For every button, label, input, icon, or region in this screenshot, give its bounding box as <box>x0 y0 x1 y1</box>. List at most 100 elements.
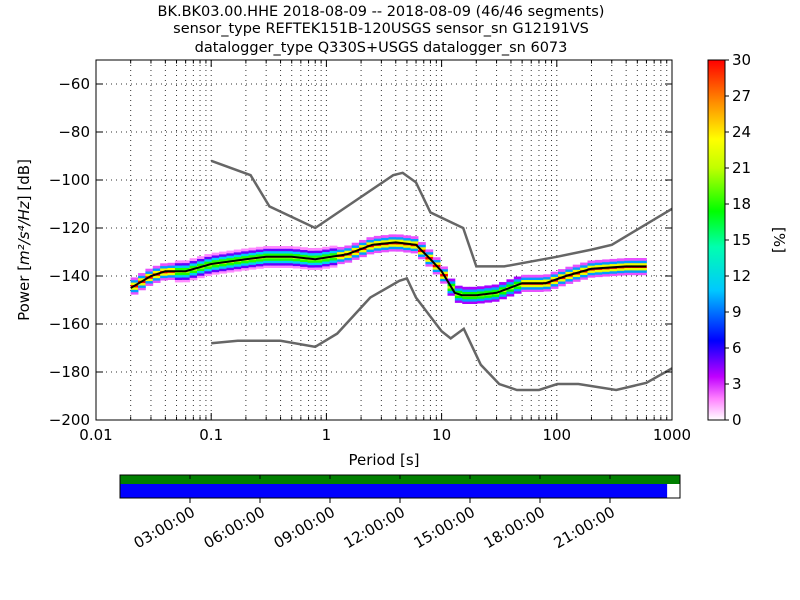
density-cell <box>432 266 441 270</box>
density-cell <box>587 265 596 269</box>
density-cell <box>336 249 345 253</box>
density-cell <box>285 258 294 261</box>
mode-line <box>130 241 647 297</box>
density-cell <box>322 246 331 250</box>
density-cell <box>491 289 500 293</box>
density-cell <box>189 275 198 278</box>
density-cell <box>174 279 183 283</box>
density-cell <box>476 288 485 292</box>
density-cell <box>204 258 213 262</box>
density-cell <box>167 277 176 280</box>
density-cell <box>594 264 603 268</box>
density-cell <box>440 278 448 282</box>
density-cell <box>594 274 603 278</box>
density-cell <box>624 258 633 261</box>
density-cell <box>241 250 249 254</box>
density-cell <box>469 301 478 304</box>
density-cell <box>226 252 235 256</box>
colorbar-tick-label: 0 <box>732 411 742 429</box>
density-cell <box>226 267 235 271</box>
density-cell <box>639 272 647 276</box>
density-cell <box>285 246 294 249</box>
y-tick-label: −200 <box>49 411 90 429</box>
density-cell <box>594 271 603 275</box>
density-cell <box>182 265 191 268</box>
x-tick-label: 10 <box>432 426 451 444</box>
density-cell <box>418 242 426 245</box>
low-noise-model-line <box>211 276 672 392</box>
density-cell <box>506 291 515 295</box>
density-cell <box>255 251 264 255</box>
density-cell <box>550 281 559 285</box>
density-cell <box>329 248 338 251</box>
density-cell <box>631 267 640 271</box>
density-cell <box>381 249 389 253</box>
density-cell <box>270 262 279 266</box>
density-cell <box>292 248 301 252</box>
density-cell <box>565 278 574 282</box>
density-cell <box>182 279 191 283</box>
density-cell <box>329 260 338 263</box>
density-cell <box>359 249 367 253</box>
timeline-bottom-bar <box>120 484 668 498</box>
y-tick-label: −60 <box>58 75 90 93</box>
density-cell <box>174 277 183 280</box>
density-cell <box>189 272 198 276</box>
density-cell <box>506 279 515 283</box>
density-cell <box>219 251 227 255</box>
density-cell <box>219 265 227 269</box>
x-axis-ticks: 0.01 0.1 1 10 100 1000 <box>79 60 691 444</box>
density-cell <box>307 255 316 258</box>
density-cell <box>204 270 213 274</box>
density-cell <box>462 301 471 304</box>
density-cell <box>241 262 249 266</box>
density-cell <box>639 267 647 271</box>
density-cell <box>160 272 168 276</box>
density-cell <box>602 271 611 275</box>
density-cell <box>130 291 139 295</box>
density-cell <box>624 270 633 273</box>
timeline-tick-label: 06:00:00 <box>201 503 268 552</box>
density-cell <box>292 251 301 255</box>
density-cell <box>314 247 323 251</box>
density-cell <box>388 248 397 252</box>
density-cell <box>528 289 537 292</box>
density-cell <box>241 253 249 257</box>
density-cell <box>513 276 522 280</box>
density-cell <box>572 264 581 268</box>
density-cell <box>241 255 249 259</box>
grid <box>96 60 672 420</box>
density-cell <box>373 240 382 244</box>
density-cell <box>241 248 249 252</box>
density-cell <box>138 287 146 291</box>
density-cell <box>248 259 257 263</box>
density-cell <box>366 251 375 255</box>
density-cell <box>410 250 419 254</box>
density-cell <box>462 289 471 292</box>
density-cell <box>226 269 235 273</box>
density-cell <box>580 264 588 268</box>
density-cell <box>462 286 471 290</box>
density-cell <box>616 270 625 274</box>
density-cell <box>624 267 633 271</box>
density-cell <box>344 250 353 254</box>
density-cell <box>226 255 235 259</box>
density-cell <box>278 265 286 268</box>
density-cell <box>609 270 618 274</box>
density-cell <box>572 279 581 282</box>
density-cell <box>263 262 272 266</box>
density-cell <box>580 274 588 278</box>
density-cell <box>241 260 249 264</box>
density-cell <box>447 292 456 296</box>
density-cell <box>535 289 544 292</box>
density-cell <box>543 279 552 282</box>
density-cell <box>521 277 529 280</box>
density-cell <box>506 288 515 292</box>
density-cell <box>395 239 404 243</box>
density-cell <box>329 257 338 261</box>
density-cell <box>381 247 389 250</box>
x-axis-label: Period [s] <box>348 451 419 469</box>
x-tick-label: 100 <box>542 426 571 444</box>
density-cell <box>204 268 213 272</box>
density-cell <box>152 275 161 279</box>
